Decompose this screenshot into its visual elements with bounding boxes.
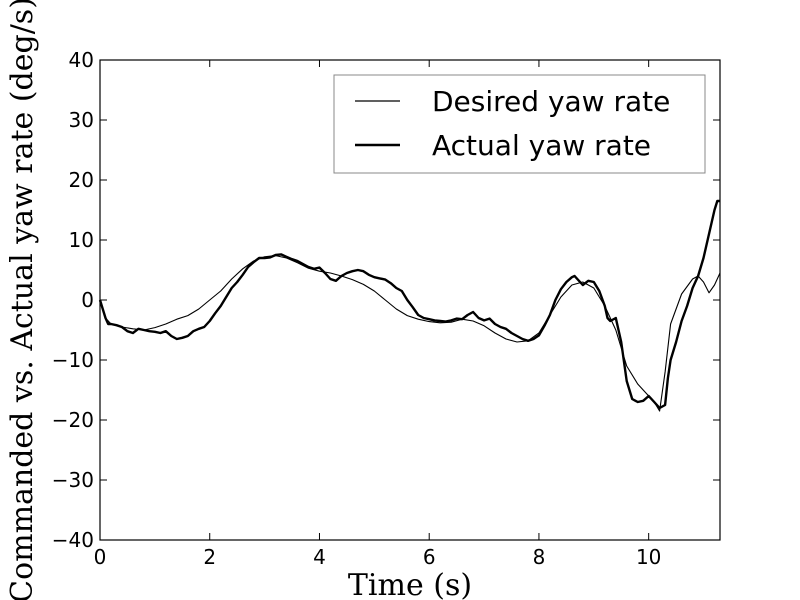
y-tick-label: −10	[52, 348, 94, 372]
legend-label-desired: Desired yaw rate	[432, 85, 670, 118]
y-tick-label: 20	[69, 168, 94, 192]
x-tick-label: 10	[636, 545, 661, 569]
x-tick-label: 6	[423, 545, 436, 569]
legend-box	[333, 74, 706, 174]
series-line-desired-yaw-rate	[99, 255, 721, 412]
legend: Desired yaw rate Actual yaw rate	[333, 74, 706, 174]
x-tick-label: 2	[203, 545, 216, 569]
x-tick-label: 4	[313, 545, 326, 569]
y-tick-label: −30	[52, 468, 94, 492]
x-tick-label: 8	[533, 545, 546, 569]
legend-label-actual: Actual yaw rate	[432, 129, 651, 162]
y-tick-label: −40	[52, 528, 94, 552]
y-tick-label: 30	[69, 108, 94, 132]
y-tick-label: −20	[52, 408, 94, 432]
series-lines	[98, 199, 721, 412]
y-axis-label: Commanded vs. Actual yaw rate (deg/s)	[5, 0, 40, 600]
series-line-actual-yaw-rate	[98, 199, 720, 410]
x-axis-label: Time (s)	[348, 568, 472, 600]
axis-ticks: 0 2 4 6 8 10 −40 −30 −20 −10 0 10 20 30 40	[52, 48, 720, 569]
x-tick-label: 0	[94, 545, 107, 569]
y-tick-label: 0	[81, 288, 94, 312]
y-tick-label: 40	[69, 48, 94, 72]
y-tick-label: 10	[69, 228, 94, 252]
